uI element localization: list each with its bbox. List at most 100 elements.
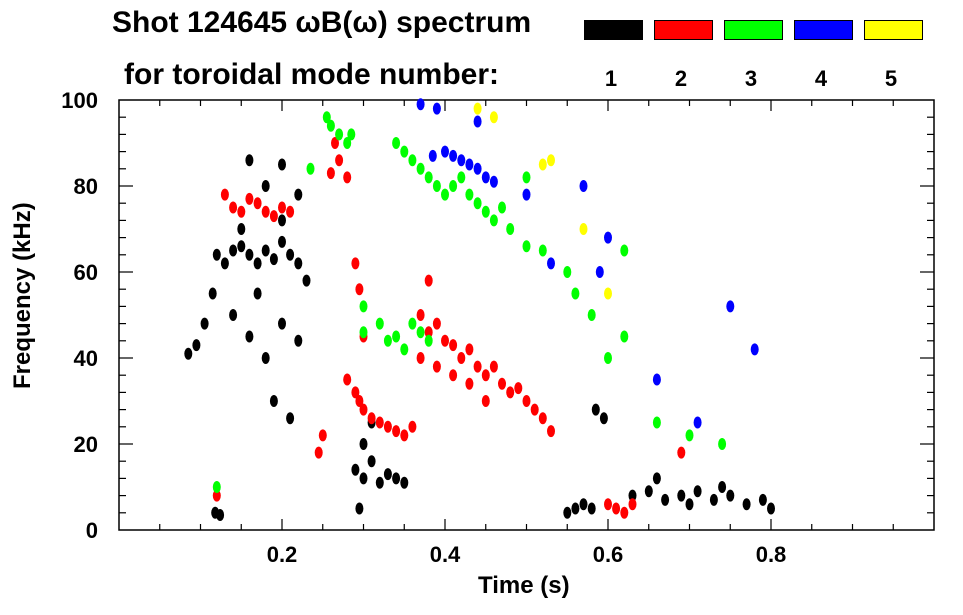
point-mode-1-6 [229,244,238,257]
point-mode-3-13 [449,180,458,192]
y-tick-label-0: 0 [86,518,98,543]
point-mode-2-30 [424,274,433,287]
point-mode-3-5 [306,162,315,175]
point-mode-4-9 [432,102,441,115]
point-mode-2-22 [367,412,376,425]
point-mode-1-52 [693,485,702,498]
chart-subtitle: for toroidal mode number: [124,58,499,91]
point-mode-3-0 [322,111,331,124]
x-axis-label: Time (s) [478,572,570,599]
y-tick-label-2: 40 [74,346,98,371]
point-mode-1-34 [367,455,376,468]
legend-label-mode-5: 5 [884,66,898,91]
data-points [184,98,775,521]
point-mode-2-10 [318,429,327,442]
point-mode-3-10 [424,171,433,184]
point-mode-1-14 [294,257,303,270]
point-mode-2-31 [432,317,441,330]
legend-label-mode-2: 2 [674,66,688,91]
point-mode-3-17 [481,205,490,218]
point-mode-1-16 [229,309,238,321]
point-mode-4-8 [416,98,425,111]
point-mode-2-56 [677,446,686,459]
point-mode-1-5 [220,257,229,270]
point-mode-3-37 [620,330,629,343]
point-mode-4-0 [428,149,437,162]
point-mode-2-21 [359,403,368,416]
point-mode-1-31 [216,509,225,521]
point-mode-2-24 [383,420,392,433]
point-mode-3-14 [457,171,466,184]
point-mode-4-12 [547,257,555,270]
point-mode-1-57 [767,502,775,515]
point-mode-3-39 [685,429,694,442]
point-mode-2-4 [253,197,262,210]
point-mode-4-6 [481,171,490,184]
point-mode-3-36 [620,244,629,257]
point-mode-2-12 [331,137,339,149]
point-mode-3-4 [347,128,356,141]
point-mode-2-51 [604,498,612,511]
y-tick-label-4: 80 [74,174,98,199]
point-mode-3-41 [212,481,221,493]
point-mode-1-29 [278,214,286,227]
point-mode-2-54 [628,498,637,511]
point-mode-2-44 [538,412,547,425]
point-mode-3-32 [563,266,572,278]
point-mode-3-6 [392,137,401,149]
point-mode-2-3 [245,192,254,205]
point-mode-2-0 [220,188,229,201]
point-mode-1-43 [571,502,580,515]
point-mode-3-19 [498,201,506,214]
point-mode-3-35 [604,352,612,364]
point-mode-3-7 [400,145,409,158]
point-mode-3-31 [538,244,547,257]
point-mode-3-28 [416,326,425,339]
point-mode-5-0 [473,102,482,115]
point-mode-2-23 [375,416,384,429]
point-mode-3-11 [432,180,441,192]
point-mode-1-12 [278,235,286,248]
y-tick-label-1: 20 [74,432,98,457]
point-mode-1-50 [661,493,670,506]
point-mode-3-3 [343,137,352,149]
point-mode-2-39 [498,377,506,390]
point-mode-1-38 [400,476,409,489]
point-mode-1-35 [375,476,384,489]
point-mode-1-49 [644,485,653,498]
legend-label-mode-3: 3 [744,66,758,91]
y-tick-label-3: 60 [74,260,98,285]
point-mode-1-36 [383,468,392,481]
point-mode-5-3 [547,154,555,167]
x-tick-label-3: 0.8 [756,542,787,567]
point-mode-3-12 [441,188,449,201]
point-mode-3-42 [522,171,531,184]
legend-swatch-mode-3 [724,20,783,40]
point-mode-5-5 [604,287,612,300]
point-mode-2-50 [547,425,555,438]
point-mode-2-48 [481,395,490,407]
x-tick-label-1: 0.4 [430,542,461,567]
point-mode-1-22 [286,412,295,425]
point-mode-1-45 [587,502,596,515]
point-mode-3-20 [506,223,515,235]
point-mode-1-8 [245,248,254,261]
point-mode-2-11 [326,167,335,180]
point-mode-4-13 [579,180,588,192]
y-tick-label-5: 100 [61,88,98,113]
legend-swatch-mode-2 [654,20,713,40]
point-mode-2-33 [449,339,458,352]
tick-labels: 0.2 0.4 0.6 0.8 0 20 40 60 80 100 [61,88,786,567]
point-mode-2-8 [286,205,295,218]
x-tick-label-0: 0.2 [267,542,298,567]
point-mode-1-53 [709,493,718,506]
point-mode-2-46 [449,369,458,382]
point-mode-1-0 [184,347,193,360]
point-mode-4-4 [465,158,474,171]
point-mode-4-17 [693,416,702,429]
point-mode-2-20 [355,395,364,407]
point-mode-4-5 [473,162,482,175]
y-axis-label: Frequency (kHz) [9,202,36,389]
point-mode-2-9 [314,446,323,459]
